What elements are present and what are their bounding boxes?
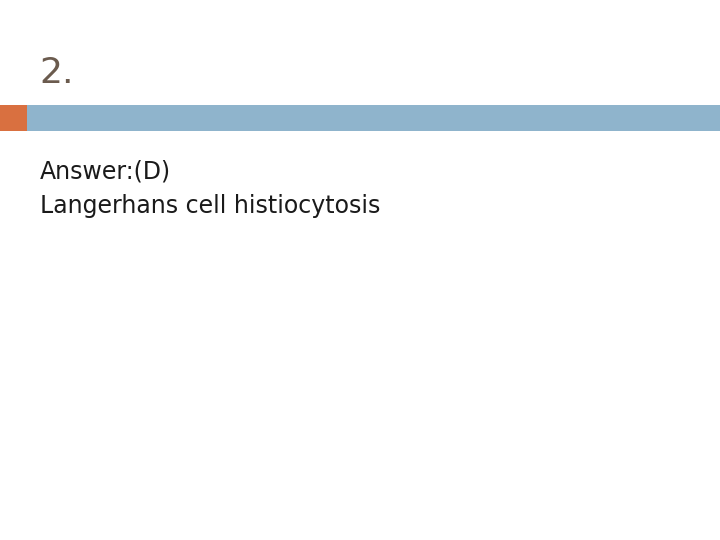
Text: Answer:(D): Answer:(D) bbox=[40, 160, 171, 184]
Text: 2.: 2. bbox=[40, 56, 74, 90]
Bar bbox=[0, 105, 27, 131]
Text: Langerhans cell histiocytosis: Langerhans cell histiocytosis bbox=[40, 194, 380, 218]
Bar bbox=[27, 105, 720, 131]
